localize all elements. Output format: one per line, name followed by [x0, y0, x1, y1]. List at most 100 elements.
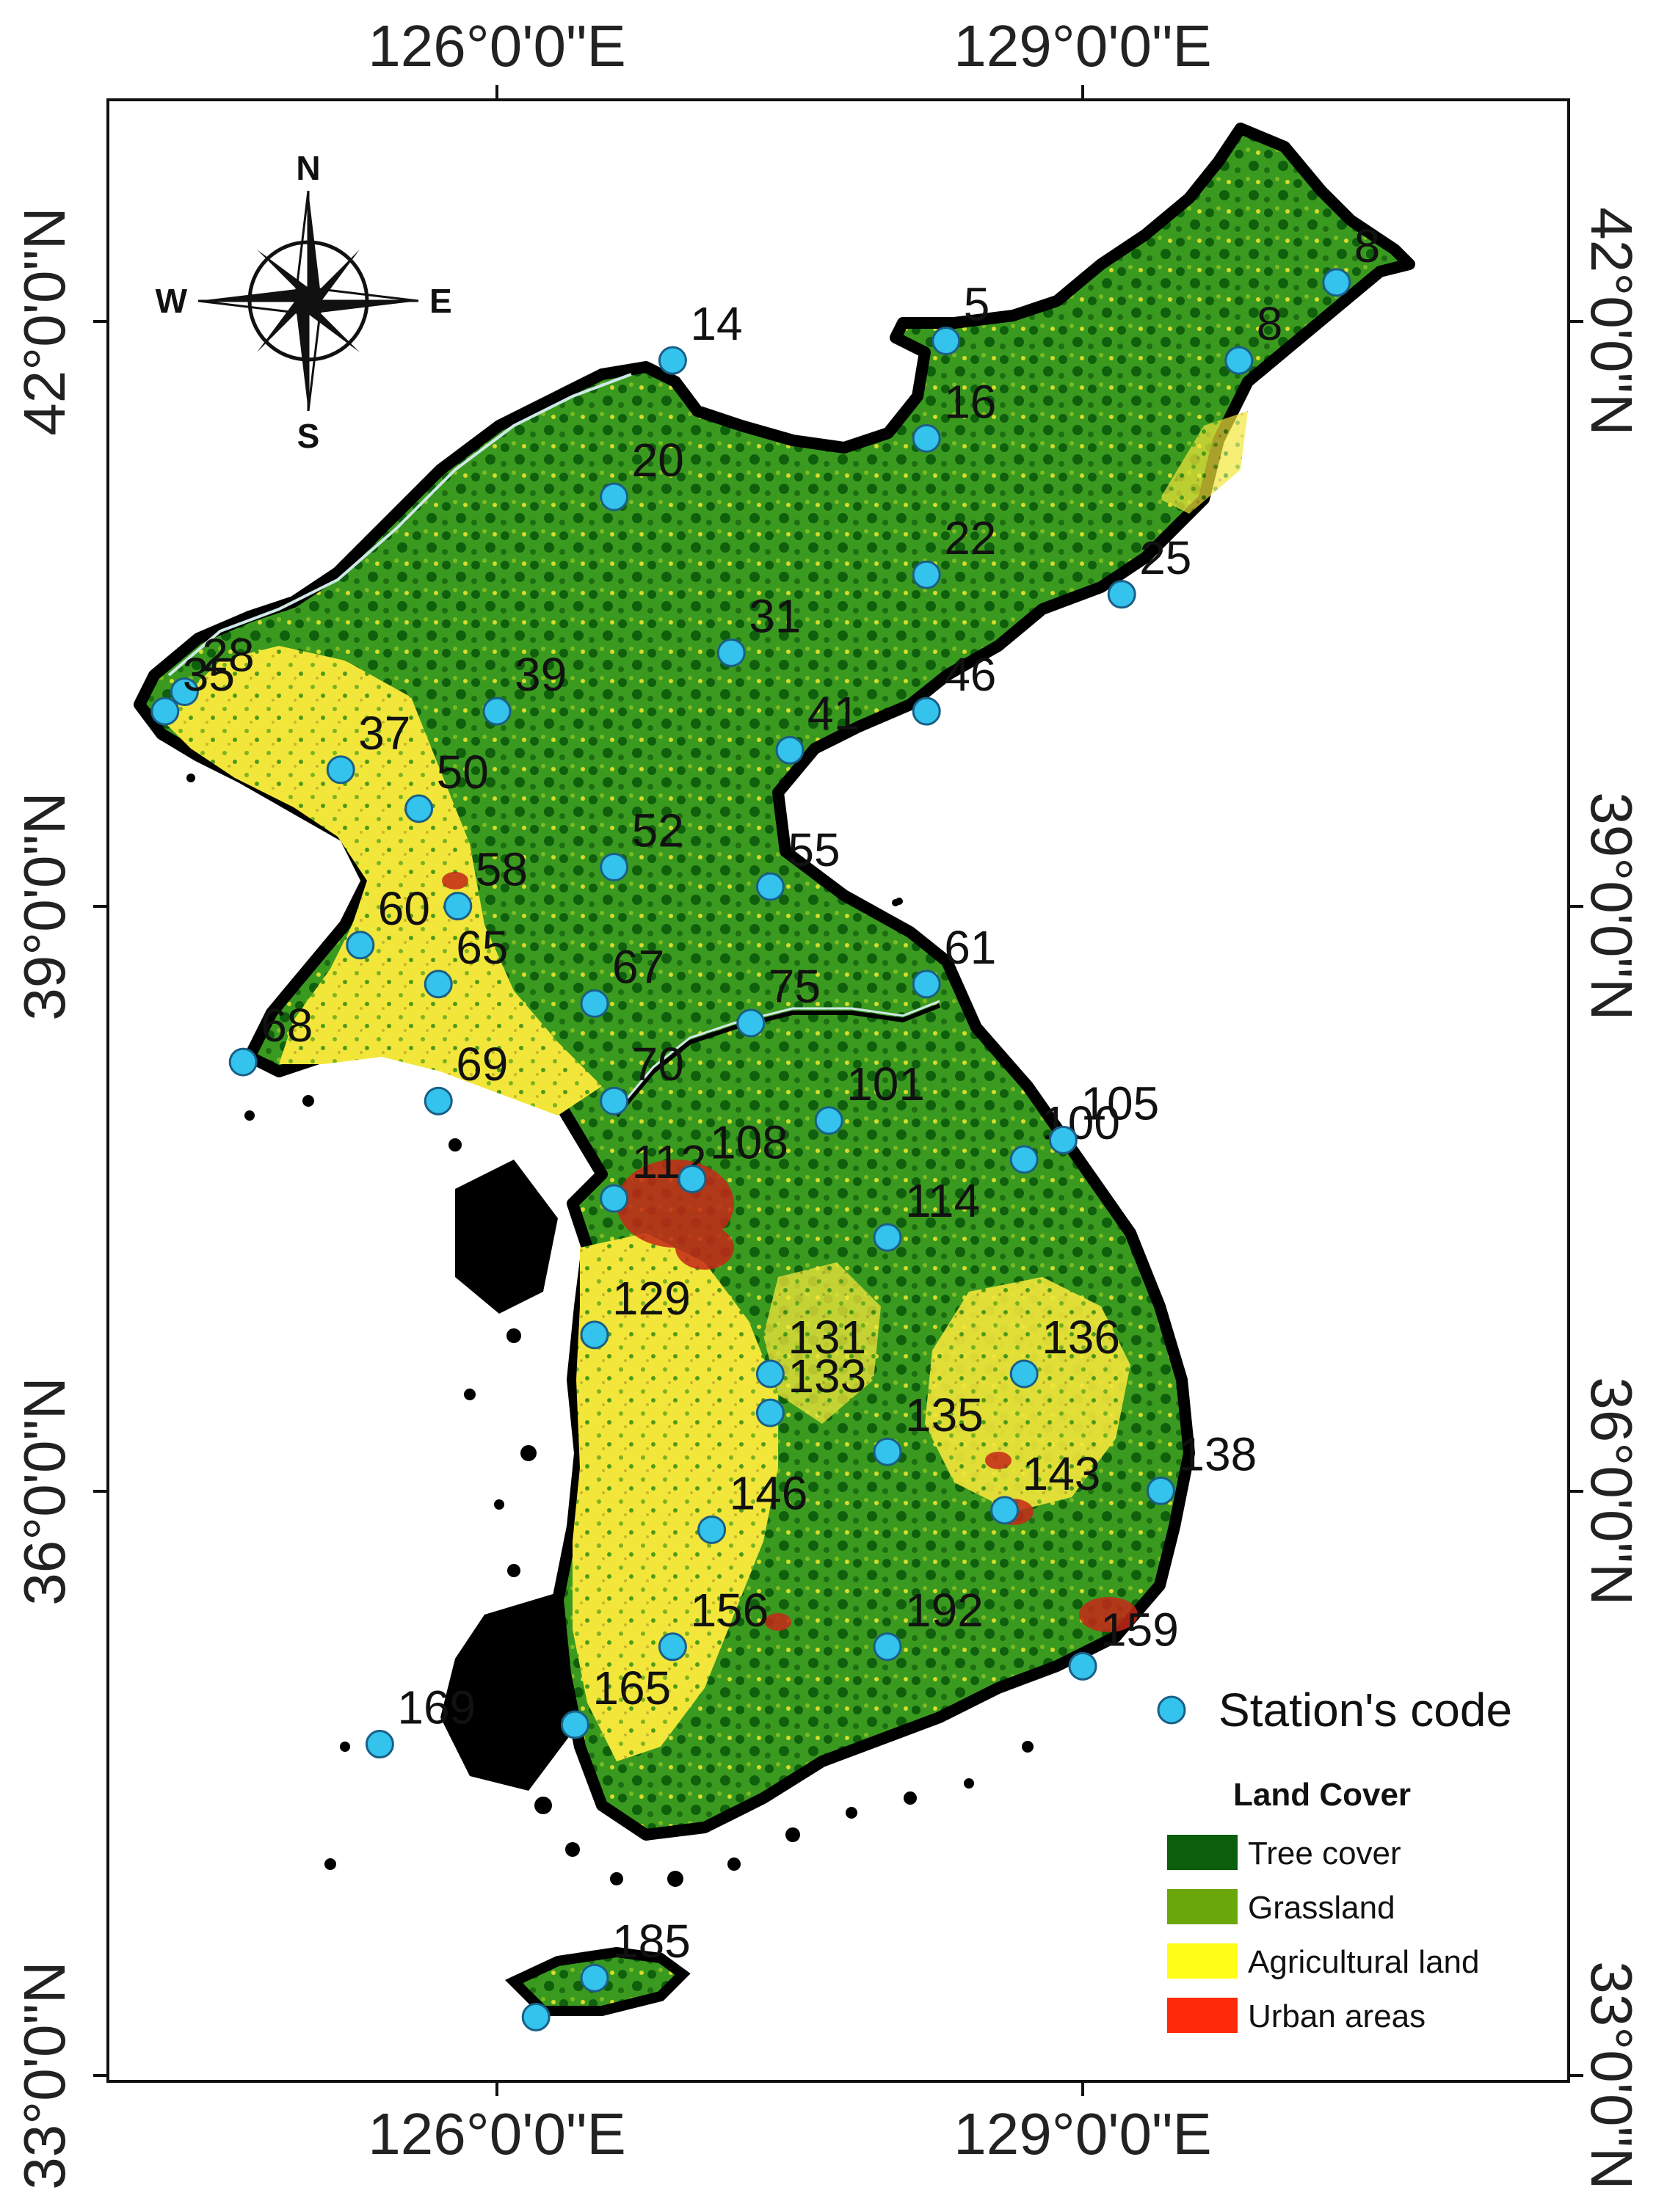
- compass-w-label: W: [156, 282, 188, 320]
- station-code-label: 37: [358, 707, 410, 760]
- bottom-label-126e: 126°0'0"E: [368, 2101, 625, 2166]
- station-code-label: 169: [397, 1681, 476, 1734]
- legend-class-label: Urban areas: [1248, 1998, 1426, 2034]
- left-label-36n: 36°0'0"N: [12, 1377, 77, 1605]
- station-marker: [912, 969, 941, 999]
- station-marker: [755, 1359, 785, 1389]
- legend-land-cover-title: Land Cover: [1233, 1777, 1411, 1813]
- left-label-33n: 33°0'0"N: [12, 1961, 77, 2189]
- compass-n-label: N: [296, 149, 320, 187]
- right-label-33n: 33°0'0"N: [1579, 1961, 1644, 2189]
- station-code-label: 185: [612, 1915, 691, 1968]
- station-code-label: 133: [788, 1350, 866, 1402]
- station-marker: [873, 1437, 902, 1466]
- station-marker: [346, 931, 375, 960]
- station-code-label: 31: [749, 589, 801, 642]
- left-label-39n: 39°0'0"N: [12, 792, 77, 1020]
- legend-class-label: Tree cover: [1248, 1836, 1401, 1871]
- station-code-label: 46: [944, 648, 996, 701]
- station-code-label: 55: [788, 823, 840, 876]
- compass-e-label: E: [429, 282, 452, 320]
- station-marker: [1146, 1476, 1175, 1505]
- southwest-agricultural-plain: [573, 1233, 778, 1761]
- axis-ticks: [93, 85, 1583, 2096]
- legend-class-label: Grassland: [1248, 1890, 1395, 1926]
- station-code-label: 129: [612, 1272, 691, 1325]
- right-axis-labels: 42°0'0"N 39°0'0"N 36°0'0"N 33°0'0"N: [1579, 207, 1644, 2189]
- station-code-label: 146: [730, 1466, 808, 1519]
- northwest-agricultural-plain: [161, 646, 602, 1116]
- station-code-label: 5: [964, 278, 990, 331]
- station-code-label: 22: [944, 512, 996, 564]
- station-code-label: 41: [807, 687, 860, 740]
- station-marker: [150, 696, 180, 726]
- station-code-label: 69: [456, 1038, 508, 1091]
- east-islet: [896, 898, 903, 905]
- station-marker: [424, 1086, 453, 1116]
- station-marker: [912, 560, 941, 589]
- station-marker: [521, 2002, 551, 2031]
- station-marker: [443, 892, 473, 921]
- right-label-39n: 39°0'0"N: [1579, 792, 1644, 1020]
- right-label-36n: 36°0'0"N: [1579, 1377, 1644, 1605]
- right-label-42n: 42°0'0"N: [1579, 207, 1644, 435]
- station-code-label: 8: [1257, 297, 1283, 350]
- station-marker: [658, 346, 687, 375]
- station-marker: [775, 735, 805, 765]
- station-code-label: 60: [378, 882, 430, 935]
- left-axis-labels: 42°0'0"N 39°0'0"N 36°0'0"N 33°0'0"N: [12, 207, 77, 2189]
- station-code-label: 58: [476, 843, 528, 896]
- station-code-label: 39: [515, 648, 567, 701]
- station-marker: [912, 423, 941, 453]
- station-marker: [228, 1047, 258, 1077]
- station-code-label: 8: [1354, 219, 1381, 272]
- station-marker: [580, 989, 609, 1018]
- legend-station-label: Station's code: [1219, 1684, 1512, 1736]
- southwest-archipelago: [440, 1593, 587, 1791]
- station-code-label: 131: [788, 1311, 866, 1364]
- station-code-label: 50: [437, 746, 489, 798]
- station-marker: [580, 1320, 609, 1350]
- station-code-label: 28: [202, 629, 254, 682]
- station-code-label: 20: [632, 434, 684, 487]
- station-marker: [600, 1184, 629, 1213]
- legend-station-marker: [1157, 1695, 1186, 1725]
- station-code-label: 68: [261, 999, 313, 1052]
- station-marker: [600, 482, 629, 512]
- station-marker: [912, 696, 941, 726]
- station-code-label: 75: [769, 960, 821, 1013]
- station-marker: [1224, 346, 1254, 375]
- compass-s-label: S: [297, 417, 320, 455]
- station-marker: [482, 696, 512, 726]
- station-marker: [424, 969, 453, 999]
- station-marker: [600, 1086, 629, 1116]
- legend: Station's code Land Cover Tree cover Gras…: [1157, 1684, 1512, 2034]
- southeast-agricultural-plain: [925, 1277, 1130, 1512]
- station-marker: [365, 1730, 394, 1759]
- bottom-label-129e: 129°0'0"E: [954, 2101, 1211, 2166]
- station-marker: [873, 1632, 902, 1662]
- station-code-label: 67: [612, 940, 664, 993]
- yalu-river-border: [167, 373, 632, 677]
- left-label-42n: 42°0'0"N: [12, 207, 77, 435]
- station-marker: [932, 327, 961, 356]
- station-marker: [990, 1496, 1020, 1525]
- station-marker: [1048, 1125, 1078, 1154]
- station-marker: [873, 1223, 902, 1252]
- station-code-label: 65: [456, 921, 508, 974]
- station-code-label: 61: [944, 921, 996, 974]
- station-marker: [580, 1963, 609, 1993]
- station-marker: [170, 677, 199, 707]
- station-code-label: 105: [1081, 1077, 1159, 1129]
- station-code-label: 16: [944, 375, 996, 428]
- station-code-label: 192: [905, 1584, 984, 1637]
- station-marker: [404, 794, 434, 823]
- station-marker: [678, 1164, 707, 1193]
- station-marker: [658, 1632, 687, 1662]
- station-marker: [560, 1710, 589, 1739]
- station-markers: 8 8 5 14 16 20 22 25 28 31 35 37 39 41 46 50 52 55 58 60 61 6…: [150, 219, 1381, 2031]
- legend-class-label: Agricultural land: [1248, 1944, 1480, 1980]
- station-code-label: 136: [1042, 1311, 1120, 1364]
- dmz-border-highlight: [615, 1000, 940, 1112]
- station-code-label: 159: [1100, 1603, 1179, 1656]
